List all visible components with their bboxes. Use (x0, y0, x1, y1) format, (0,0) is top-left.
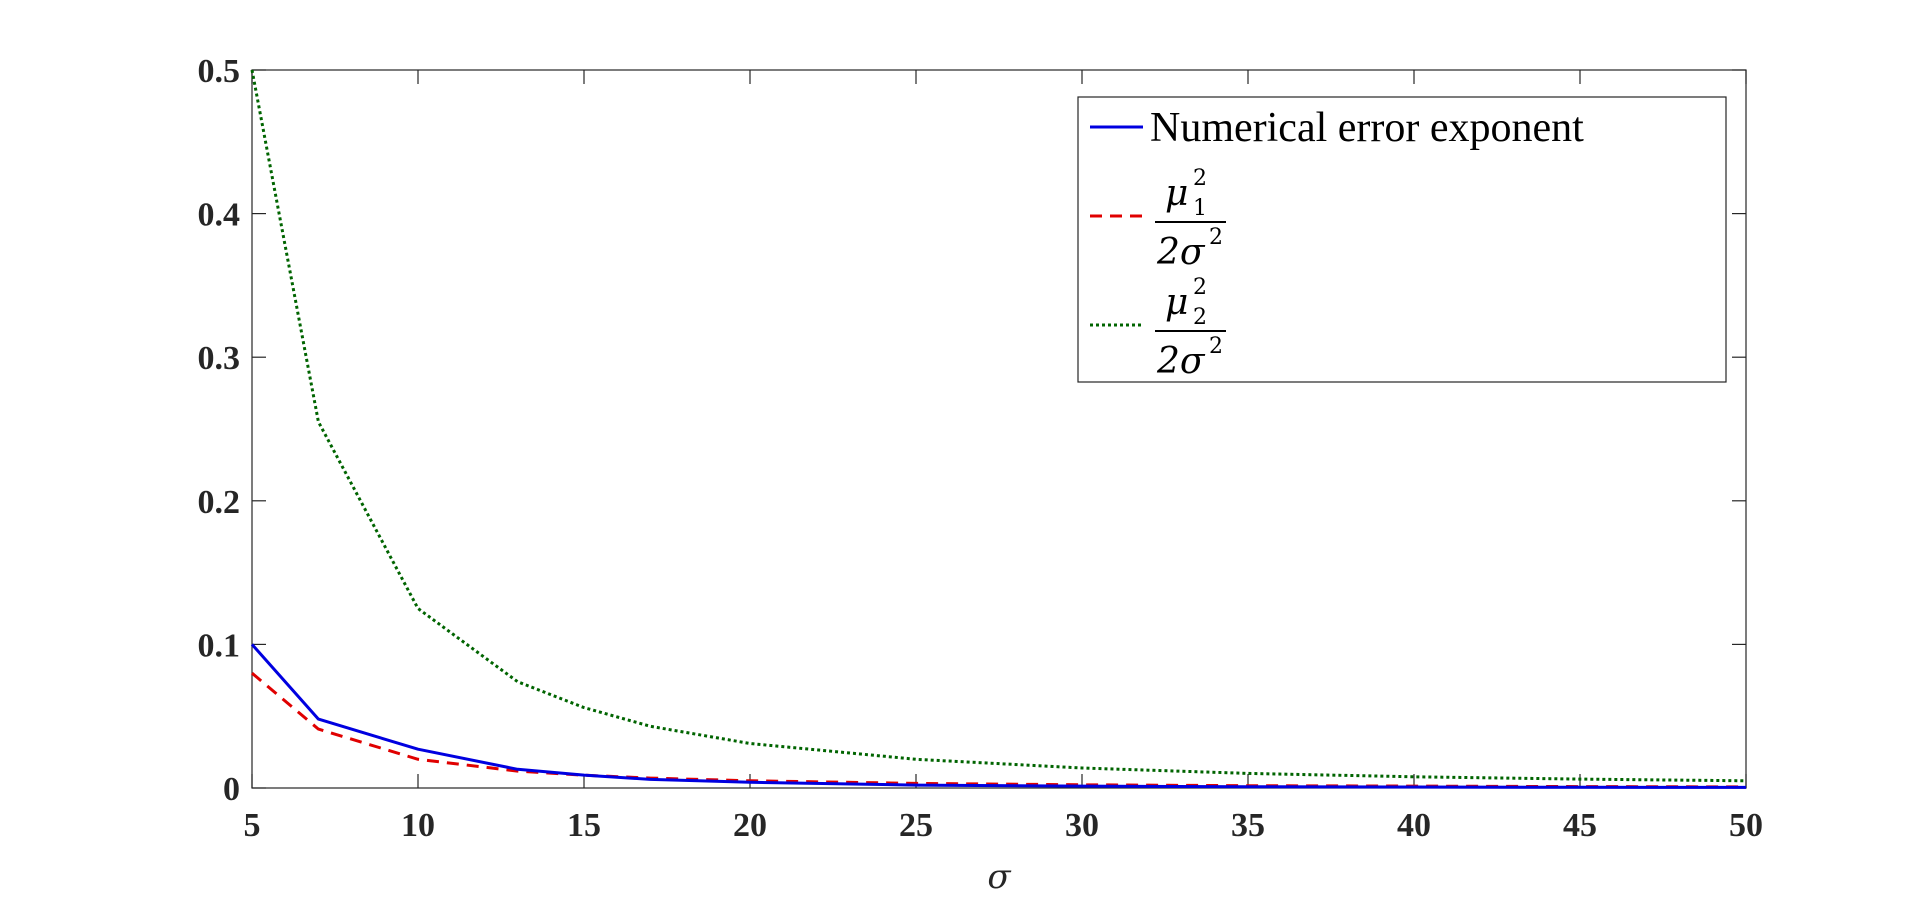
y-tick-label-3: 0.3 (198, 340, 241, 377)
x-tick-label-3: 20 (733, 807, 767, 844)
legend-label-mu2: μ 2 2 2σ 2 (1155, 275, 1226, 382)
y-tick-label-1: 0.1 (198, 627, 241, 664)
legend-box (1077, 96, 1727, 383)
legend-label-mu1: μ 2 1 2σ 2 (1155, 166, 1226, 273)
x-tick-label-6: 35 (1231, 807, 1265, 844)
mu2-sub: 2 (1193, 305, 1207, 330)
series-lines (250, 69, 1747, 789)
mu1-base: μ (1165, 173, 1188, 214)
y-tick-label-0: 0 (223, 771, 240, 808)
mu2-den-sup: 2 (1209, 334, 1223, 359)
mu2-den: 2σ (1156, 341, 1206, 382)
mu2-sup: 2 (1193, 275, 1207, 300)
mu1-den: 2σ (1156, 232, 1206, 273)
x-tick-label-2: 15 (567, 807, 601, 844)
x-tick-label-0: 5 (244, 807, 261, 844)
legend-label-numerical: Numerical error exponent (1150, 105, 1584, 151)
x-tick-label-8: 45 (1563, 807, 1597, 844)
x-tick-label-7: 40 (1397, 807, 1431, 844)
mu1-den-sup: 2 (1209, 225, 1223, 250)
x-tick-label-1: 10 (401, 807, 435, 844)
x-axis-label: σ (987, 857, 1011, 897)
y-tick-label-4: 0.4 (198, 197, 241, 234)
mu1-sup: 2 (1193, 166, 1207, 191)
x-tick-label-5: 30 (1065, 807, 1099, 844)
legend: Numerical error exponent μ 2 1 2σ 2 μ 2 … (1077, 96, 1727, 383)
mu1-sub: 1 (1193, 196, 1207, 221)
tick-labels: 5 10 15 20 25 30 35 40 45 50 0 0.1 0.2 0.3 0.4 0.5 (198, 53, 1764, 844)
x-tick-label-9: 50 (1729, 807, 1763, 844)
y-tick-label-5: 0.5 (198, 53, 241, 90)
series-line-0 (250, 643, 1747, 789)
x-tick-label-4: 25 (899, 807, 933, 844)
mu2-base: μ (1165, 282, 1188, 323)
y-tick-label-2: 0.2 (198, 484, 241, 521)
